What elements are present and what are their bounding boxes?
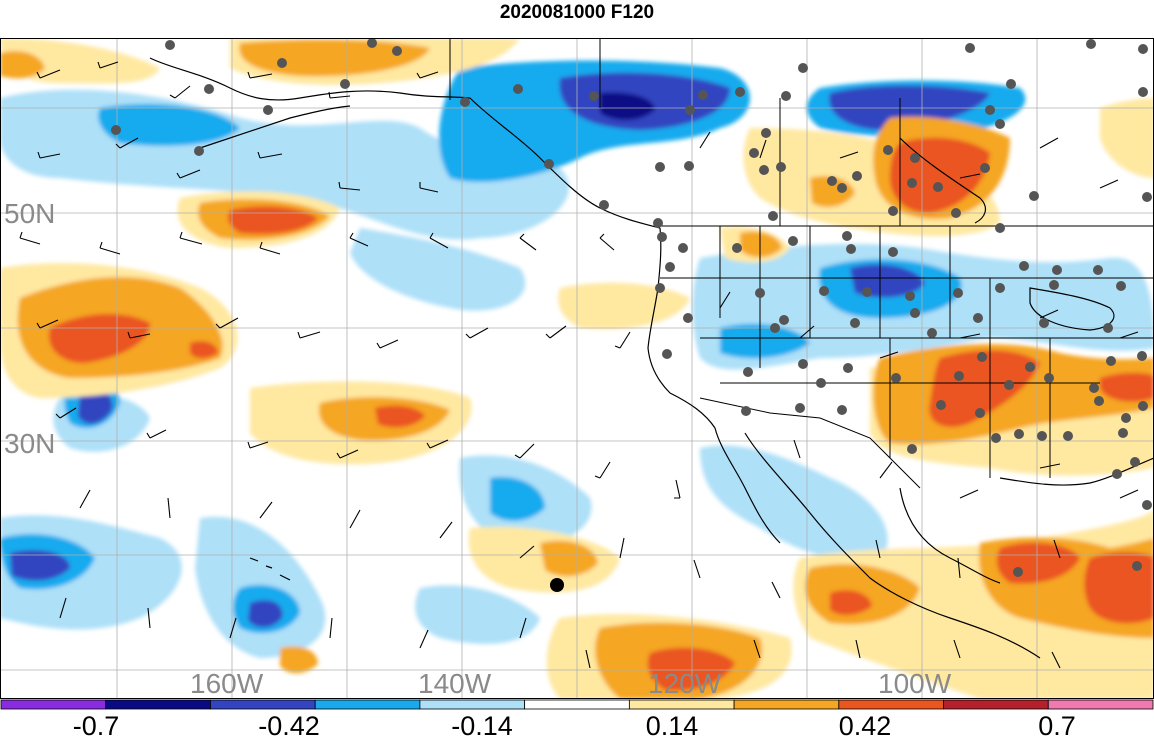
colorbar-tick: -0.42 <box>258 711 320 739</box>
colorbar-swatch <box>419 699 526 710</box>
lon-label-160w: 160W <box>190 668 264 699</box>
mexico-gulf-coast <box>899 487 1001 584</box>
shade-light-blue <box>700 445 888 561</box>
colorbar-swatch <box>943 699 1049 710</box>
lon-label-120w: 120W <box>648 668 722 699</box>
colorbar-swatches <box>0 699 1154 710</box>
coastlines <box>149 57 1154 659</box>
shade-red <box>1100 372 1154 402</box>
lat-lon-grid <box>0 38 1154 699</box>
shade-orange <box>540 540 598 577</box>
lat-label-50n: 50N <box>4 198 55 229</box>
lon-label-100w: 100W <box>878 668 952 699</box>
wind-barbs <box>19 61 1139 669</box>
colorbar-tick: -0.14 <box>451 711 513 739</box>
location-marker <box>550 578 564 592</box>
weather-map: 50N 30N 160W 140W 120W 100W <box>0 38 1154 699</box>
shade-red <box>49 313 150 363</box>
anomaly-shading <box>0 38 1154 699</box>
colorbar-swatch <box>314 699 421 710</box>
shade-dark-blue <box>600 92 655 121</box>
colorbar-swatch <box>524 699 630 710</box>
mexico-west-coast <box>744 432 1041 659</box>
shade-orange <box>239 39 430 77</box>
shade-orange <box>740 231 782 258</box>
colorbar-swatch <box>210 699 316 710</box>
shade-blue <box>720 323 810 359</box>
shade-dark-blue <box>248 600 283 628</box>
hawaii-islands <box>249 557 291 581</box>
shade-red <box>830 590 872 615</box>
shade-dark-blue <box>10 550 70 581</box>
colorbar-tick: 0.42 <box>839 711 892 739</box>
colorbar-tick: 0.14 <box>646 711 699 739</box>
shade-red <box>929 350 1040 427</box>
shade-blue <box>98 104 241 146</box>
alaska-peninsula <box>199 105 351 149</box>
colorbar: -0.7 -0.42 -0.14 0.14 0.42 0.7 <box>0 699 1154 739</box>
alaska-coast <box>149 57 471 101</box>
shade-orange <box>280 646 318 674</box>
colorbar-swatch <box>628 699 735 710</box>
shade-light-blue <box>415 585 540 644</box>
shade-dark-blue <box>78 390 113 424</box>
political-boundaries <box>449 38 1154 489</box>
shade-red <box>190 341 218 359</box>
shade-red <box>647 647 735 691</box>
axis-labels: 50N 30N 160W 140W 120W 100W <box>4 198 952 699</box>
colorbar-swatch <box>838 699 944 710</box>
map-title: 2020081000 F120 <box>499 2 655 23</box>
shade-red <box>375 405 425 428</box>
colorbar-swatch <box>0 699 107 710</box>
colorbar-swatch <box>105 699 211 710</box>
lat-label-30n: 30N <box>4 428 55 459</box>
colorbar-swatch <box>1047 699 1154 710</box>
us-mexico-border <box>699 397 921 489</box>
shade-light-blue <box>350 228 526 311</box>
shade-orange <box>0 51 45 79</box>
gulf-coast <box>999 457 1154 486</box>
lon-label-140w: 140W <box>418 668 492 699</box>
shade-blue <box>490 477 545 521</box>
colorbar-tick: 0.7 <box>1038 711 1076 739</box>
shade-red <box>1084 552 1154 624</box>
shade-light-yellow <box>1100 98 1154 178</box>
baja-coast <box>714 427 781 544</box>
hudson-bay <box>899 137 987 224</box>
colorbar-tick: -0.7 <box>73 711 120 739</box>
colorbar-tick-labels: -0.7 -0.42 -0.14 0.14 0.42 0.7 <box>73 711 1076 739</box>
station-dots <box>111 38 1152 577</box>
us-west-coast <box>647 227 716 429</box>
bc-coast <box>469 97 661 229</box>
colorbar-swatch <box>733 699 840 710</box>
